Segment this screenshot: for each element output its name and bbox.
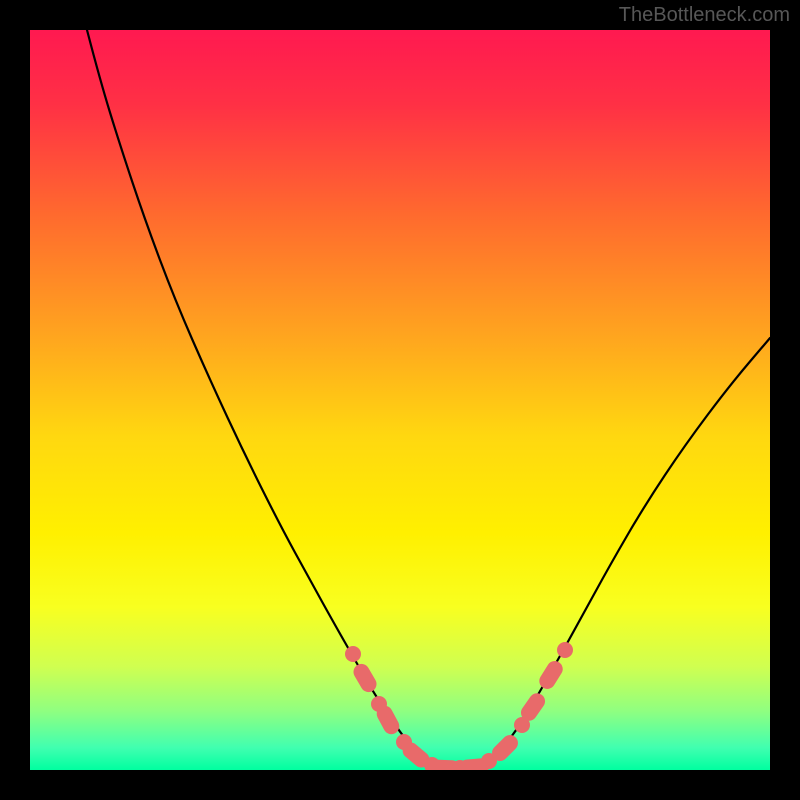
watermark-text: TheBottleneck.com [619,4,790,27]
bottleneck-curve [30,30,770,770]
curve-marker [351,661,380,695]
curve-path [87,30,770,767]
root: TheBottleneck.com [0,0,800,800]
plot-area [30,30,770,770]
curve-marker [536,658,565,692]
curve-markers [345,642,573,770]
curve-marker [557,642,573,658]
curve-marker [345,646,361,662]
